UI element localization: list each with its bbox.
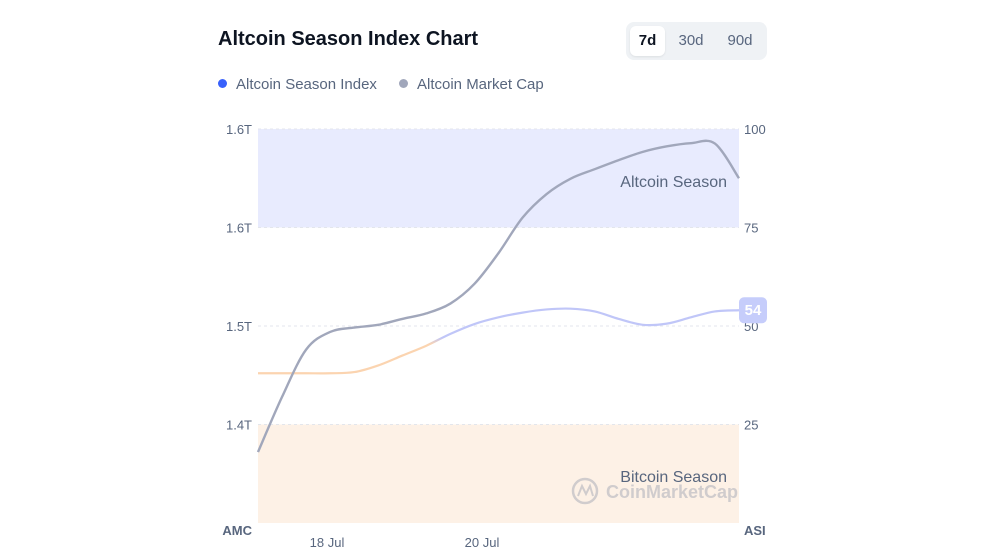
watermark-text: CoinMarketCap [606,482,738,502]
x-axis-tick-label: 20 Jul [465,535,500,550]
current-value-badge-bg [739,297,767,324]
coinmarketcap-watermark: CoinMarketCap [571,477,738,505]
right-axis-tick-label: 25 [744,418,758,433]
coinmarketcap-logo-icon [571,477,599,505]
range-7d-button[interactable]: 7d [630,26,665,56]
chart-title: Altcoin Season Index Chart [218,28,479,50]
left-axis-tick-label: 1.5T [226,319,252,334]
range-90d-button[interactable]: 90d [727,32,753,49]
range-30d-button[interactable]: 30d [678,32,704,49]
x-axis-tick-label: 18 Jul [310,535,345,550]
left-axis-tick-label: 1.4T [226,418,252,433]
gridlines [258,128,739,425]
legend-label-index: Altcoin Season Index [236,76,377,93]
series-lines [256,139,740,453]
altcoin-market-cap-line [256,139,740,453]
right-axis-tick-label: 75 [744,221,758,236]
bitcoin-season-zone [258,424,739,523]
left-axis-tick-label: 1.6T [226,221,252,236]
left-axis-tick-label: 1.6T [226,122,252,137]
current-value-badge: 54 [739,297,767,324]
legend-dot-marketcap [399,79,408,88]
legend-item-altcoin-season-index[interactable]: Altcoin Season Index [218,76,377,93]
legend-item-altcoin-market-cap[interactable]: Altcoin Market Cap [399,76,544,93]
time-range-selector: 7d 30d 90d [626,22,767,60]
altcoin-season-zone [258,129,739,228]
altcoin-season-label: Altcoin Season [620,174,727,191]
legend-label-marketcap: Altcoin Market Cap [417,76,544,93]
left-axis-title: AMC [222,523,252,538]
current-value-badge-text: 54 [745,302,762,319]
altcoin-season-index-line [257,307,740,375]
right-axis-title: ASI [744,523,766,538]
right-axis-tick-label: 100 [744,122,766,137]
legend-dot-index [218,79,227,88]
bitcoin-season-label: Bitcoin Season [620,469,727,486]
